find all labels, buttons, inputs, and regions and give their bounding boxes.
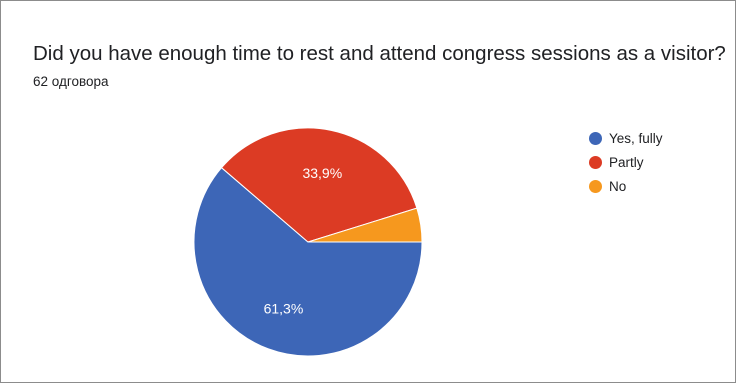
pie-slice-partly xyxy=(220,127,418,243)
legend-swatch-icon xyxy=(589,155,602,169)
slice-label-0: 61,3% xyxy=(264,300,304,316)
legend-swatch-icon xyxy=(589,131,602,145)
chart-legend: Yes, fully Partly No xyxy=(589,128,663,200)
legend-item: Partly xyxy=(589,152,663,172)
response-count: 62 одговора xyxy=(33,74,109,89)
pie-slice-no xyxy=(307,207,423,243)
pie-slice-yes-fully xyxy=(193,166,423,357)
legend-swatch-icon xyxy=(589,179,602,193)
legend-label: Yes, fully xyxy=(609,130,663,146)
legend-item: Yes, fully xyxy=(589,128,663,148)
legend-item: No xyxy=(589,176,663,196)
legend-label: No xyxy=(609,178,627,194)
legend-label: Partly xyxy=(609,154,644,170)
chart-title: Did you have enough time to rest and att… xyxy=(33,42,726,65)
slice-label-1: 33,9% xyxy=(302,165,342,181)
